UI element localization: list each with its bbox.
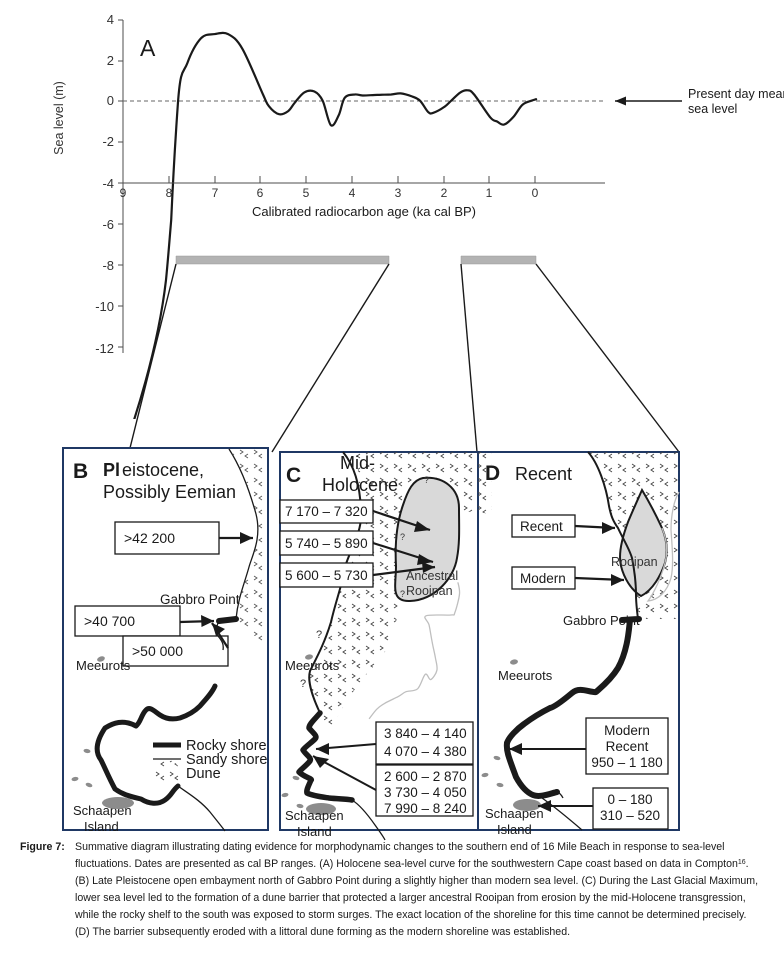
svg-text:4 070 – 4 380: 4 070 – 4 380 [384, 744, 467, 759]
svg-text:?: ? [316, 629, 322, 641]
svg-text:Sea level (m): Sea level (m) [52, 81, 66, 155]
svg-text:8: 8 [166, 186, 173, 200]
svg-text:>42 200: >42 200 [124, 530, 175, 546]
svg-text:>50 000: >50 000 [132, 643, 183, 659]
svg-text:Mid-: Mid- [340, 453, 375, 473]
svg-text:7 990 – 8 240: 7 990 – 8 240 [384, 801, 467, 816]
svg-text:Modern: Modern [520, 571, 566, 586]
svg-text:Possibly Eemian: Possibly Eemian [103, 482, 236, 502]
svg-text:Meeurots: Meeurots [498, 668, 553, 683]
svg-text:C: C [286, 464, 301, 487]
svg-text:Schaapen: Schaapen [485, 806, 544, 821]
svg-text:9: 9 [120, 186, 127, 200]
svg-text:Calibrated radiocarbon age (ka: Calibrated radiocarbon age (ka cal BP) [252, 204, 476, 219]
svg-text:Island: Island [297, 824, 332, 839]
svg-text:Gabbro Point: Gabbro Point [160, 592, 240, 607]
svg-text:5 740 – 5 890: 5 740 – 5 890 [285, 536, 368, 551]
svg-text:4: 4 [349, 186, 356, 200]
svg-text:Figure 7:: Figure 7: [20, 841, 65, 853]
svg-text:3 730 – 4 050: 3 730 – 4 050 [384, 785, 467, 800]
svg-text:2: 2 [441, 186, 448, 200]
svg-text:Rooipan: Rooipan [406, 584, 453, 598]
svg-text:fluctuations. Dates are presen: fluctuations. Dates are presented as cal… [75, 858, 749, 870]
svg-text:Present day mean: Present day mean [688, 87, 784, 101]
svg-text:-12: -12 [95, 341, 114, 356]
svg-text:1: 1 [486, 186, 493, 200]
svg-text:Dune: Dune [186, 766, 221, 782]
svg-text:?: ? [400, 532, 405, 542]
svg-text:3 840 – 4 140: 3 840 – 4 140 [384, 726, 467, 741]
svg-text:sea level: sea level [688, 102, 737, 116]
svg-text:>40 700: >40 700 [84, 613, 135, 629]
svg-text:A: A [140, 35, 156, 61]
svg-text:-4: -4 [102, 176, 114, 191]
svg-text:D: D [485, 462, 500, 485]
svg-text:Modern: Modern [604, 723, 650, 738]
svg-text:eistocene,: eistocene, [122, 460, 204, 480]
svg-text:Pl: Pl [103, 460, 120, 480]
svg-text:Rooipan: Rooipan [611, 555, 658, 569]
svg-text:6: 6 [257, 186, 264, 200]
svg-text:-10: -10 [95, 299, 114, 314]
svg-text:Recent: Recent [515, 464, 572, 484]
svg-text:310 – 520: 310 – 520 [600, 808, 660, 823]
svg-text:2 600 – 2 870: 2 600 – 2 870 [384, 769, 467, 784]
svg-text:?: ? [400, 589, 405, 599]
svg-text:Island: Island [497, 822, 532, 837]
svg-text:2: 2 [107, 53, 114, 68]
svg-text:Island: Island [84, 819, 119, 834]
svg-text:Meeurots: Meeurots [285, 658, 340, 673]
svg-text:3: 3 [395, 186, 402, 200]
svg-text:7: 7 [212, 186, 219, 200]
svg-text:4: 4 [107, 12, 114, 27]
svg-text:-2: -2 [102, 134, 114, 149]
svg-text:?: ? [300, 678, 306, 690]
svg-text:Recent: Recent [606, 739, 649, 754]
svg-text:7 170 – 7 320: 7 170 – 7 320 [285, 504, 368, 519]
svg-text:5 600 – 5 730: 5 600 – 5 730 [285, 568, 368, 583]
svg-text:Summative diagram illustrating: Summative diagram illustrating dating ev… [75, 841, 725, 853]
svg-text:0 – 180: 0 – 180 [607, 792, 652, 807]
svg-text:while the rocky shelf to the s: while the rocky shelf to the south was e… [74, 909, 746, 921]
svg-text:0: 0 [532, 186, 539, 200]
svg-text:B: B [73, 460, 88, 483]
svg-text:lower sea level led to the for: lower sea level led to the formation of … [75, 892, 746, 904]
svg-text:0: 0 [107, 93, 114, 108]
svg-text:?: ? [424, 475, 429, 485]
svg-text:5: 5 [303, 186, 310, 200]
svg-text:Ancestral: Ancestral [406, 569, 458, 583]
svg-text:-8: -8 [102, 258, 114, 273]
svg-text:Schaapen: Schaapen [285, 808, 344, 823]
svg-text:950 – 1 180: 950 – 1 180 [591, 755, 662, 770]
svg-text:Recent: Recent [520, 519, 563, 534]
svg-text:Holocene: Holocene [322, 475, 398, 495]
svg-text:(B) Late Pleistocene open emba: (B) Late Pleistocene open embayment nort… [75, 875, 758, 887]
svg-text:(D) The barrier subsequently e: (D) The barrier subsequently eroded with… [75, 926, 570, 938]
svg-text:-6: -6 [102, 217, 114, 232]
